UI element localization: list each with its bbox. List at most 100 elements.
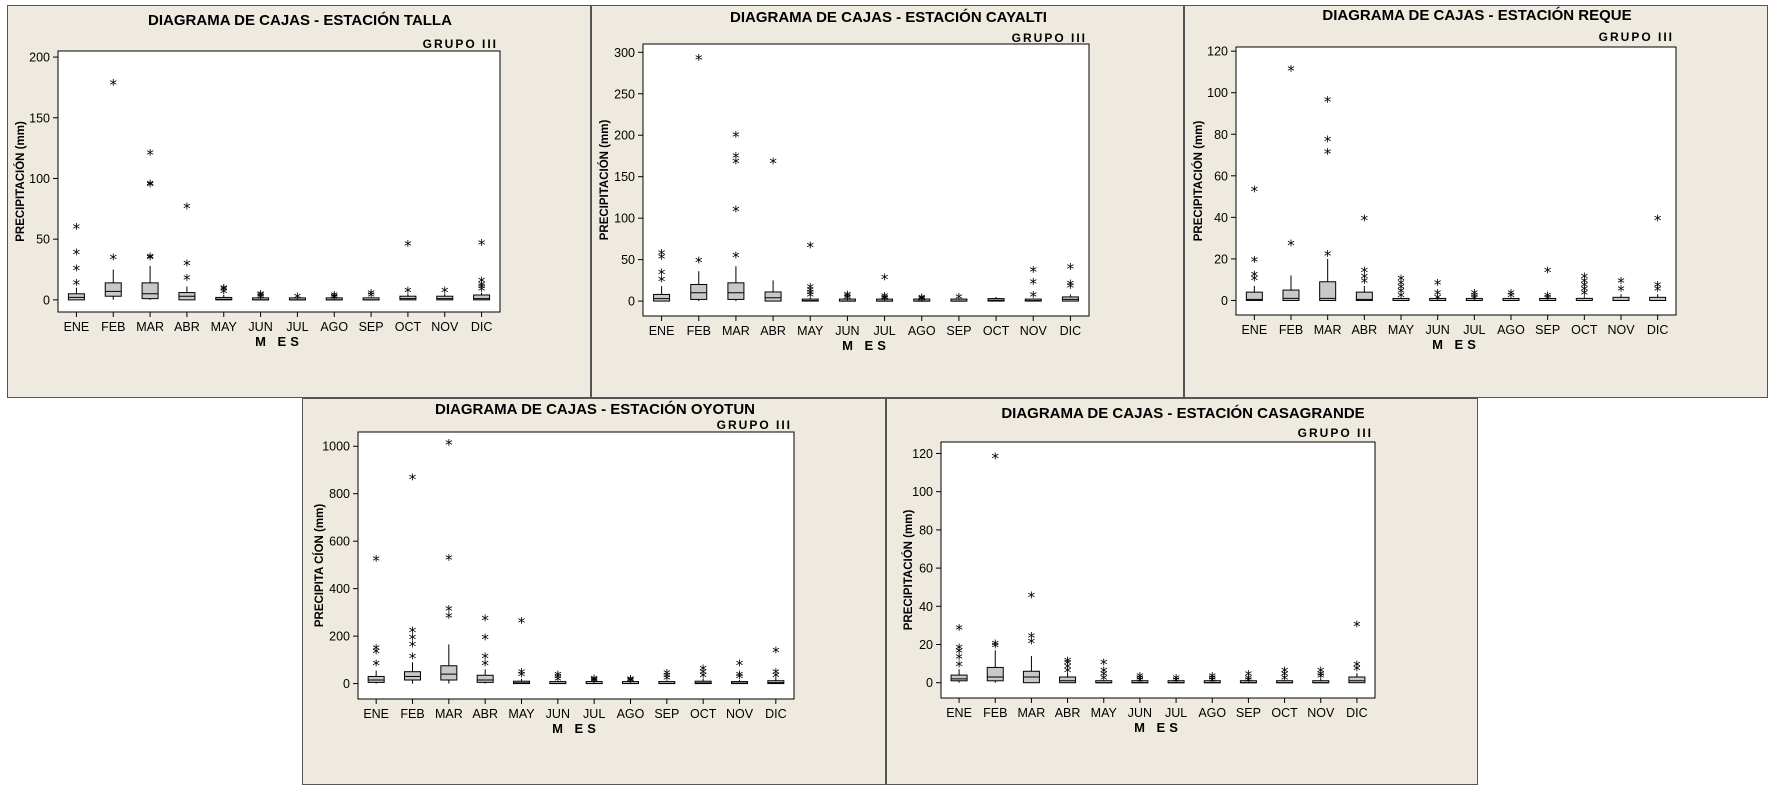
x-tick-label: NOV — [1607, 323, 1635, 337]
outlier-point: * — [1067, 260, 1075, 278]
outlier-point: * — [1100, 656, 1108, 674]
boxplot-panel-cayalti: DIAGRAMA DE CAJAS - ESTACIÓN CAYALTI GRUP… — [591, 5, 1184, 398]
outlier-point: * — [445, 436, 453, 454]
box — [728, 283, 744, 300]
outlier-point: * — [807, 238, 815, 256]
y-tick-label: 1000 — [322, 440, 350, 454]
x-tick-label: MAY — [1388, 323, 1415, 337]
outlier-point: * — [732, 248, 740, 266]
outlier-point: * — [732, 149, 740, 167]
y-tick-label: 250 — [614, 87, 635, 101]
y-tick-label: 200 — [329, 630, 350, 644]
y-axis-label: PRECIPITA CÍON (mm) — [313, 504, 326, 627]
outlier-point: * — [445, 551, 453, 569]
x-tick-label: MAR — [1314, 323, 1342, 337]
y-tick-label: 40 — [1214, 211, 1228, 225]
y-tick-label: 150 — [29, 111, 50, 125]
box — [987, 667, 1003, 680]
x-tick-label: JUL — [583, 707, 605, 721]
outlier-point: * — [732, 203, 740, 221]
x-tick-label: ABR — [1351, 323, 1377, 337]
outlier-point: * — [1397, 272, 1405, 290]
outlier-point: * — [1317, 663, 1325, 681]
outlier-point: * — [409, 470, 417, 488]
outlier-point: * — [1324, 93, 1332, 111]
x-tick-label: DIC — [765, 707, 787, 721]
x-tick-label: DIC — [1346, 706, 1368, 720]
outlier-point: * — [554, 667, 562, 685]
y-tick-label: 200 — [29, 51, 50, 65]
y-tick-label: 60 — [1214, 169, 1228, 183]
x-tick-label: MAY — [1091, 706, 1118, 720]
x-axis-label: M ES — [1432, 337, 1480, 352]
outlier-point: * — [367, 286, 375, 304]
boxplot-chart-talla: DIAGRAMA DE CAJAS - ESTACIÓN TALLAGRUPO … — [8, 6, 592, 399]
x-tick-label: MAR — [1018, 706, 1046, 720]
outlier-point: * — [918, 291, 926, 309]
outlier-point: * — [695, 253, 703, 271]
x-tick-label: MAY — [508, 707, 535, 721]
outlier-point: * — [1361, 263, 1369, 281]
outlier-point: * — [1281, 663, 1289, 681]
y-tick-label: 800 — [329, 487, 350, 501]
outlier-point: * — [881, 271, 889, 289]
outlier-point: * — [478, 236, 486, 254]
outlier-point: * — [481, 630, 489, 648]
x-tick-label: JUN — [1128, 706, 1152, 720]
outlier-point: * — [445, 602, 453, 620]
y-tick-label: 120 — [912, 447, 933, 461]
plot-area — [1236, 47, 1676, 315]
x-tick-label: JUN — [546, 707, 570, 721]
y-tick-label: 50 — [621, 253, 635, 267]
x-tick-label: JUN — [835, 324, 859, 338]
y-axis-label: PRECIPITACIÓN (mm) — [902, 510, 915, 631]
chart-title: DIAGRAMA DE CAJAS - ESTACIÓN CAYALTI — [730, 8, 1047, 26]
y-tick-label: 50 — [36, 233, 50, 247]
x-tick-label: MAR — [136, 320, 164, 334]
x-tick-label: AGO — [320, 320, 348, 334]
x-tick-label: SEP — [946, 324, 971, 338]
box — [68, 294, 84, 300]
outlier-point: * — [478, 274, 486, 292]
chart-title: DIAGRAMA DE CAJAS - ESTACIÓN CASAGRANDE — [1001, 404, 1364, 422]
outlier-point: * — [699, 661, 707, 679]
outlier-point: * — [955, 621, 963, 639]
y-tick-label: 0 — [1221, 294, 1228, 308]
x-tick-label: MAY — [211, 320, 238, 334]
box — [951, 675, 967, 681]
outlier-point: * — [1172, 671, 1180, 689]
y-tick-label: 0 — [926, 676, 933, 690]
outlier-point: * — [590, 671, 598, 689]
outlier-point: * — [146, 177, 154, 195]
x-tick-label: OCT — [1271, 706, 1298, 720]
y-tick-label: 400 — [329, 582, 350, 596]
x-tick-label: OCT — [983, 324, 1010, 338]
outlier-point: * — [1654, 211, 1662, 229]
outlier-point: * — [1209, 669, 1217, 687]
x-tick-label: DIC — [1647, 323, 1669, 337]
outlier-point: * — [73, 220, 81, 238]
x-tick-label: FEB — [400, 707, 424, 721]
x-axis-label: M ES — [842, 338, 890, 353]
boxplot-panel-casagrande: DIAGRAMA DE CAJAS - ESTACIÓN CASAGRANDE G… — [886, 398, 1478, 785]
boxplot-chart-cayalti: DIAGRAMA DE CAJAS - ESTACIÓN CAYALTI GRUP… — [592, 6, 1185, 399]
x-tick-label: JUL — [1463, 323, 1485, 337]
y-axis-label: PRECIPITACIÓN (mm) — [1192, 121, 1205, 242]
outlier-point: * — [409, 623, 417, 641]
x-tick-label: JUL — [873, 324, 895, 338]
group-label: GRUPO III — [1012, 31, 1087, 45]
outlier-point: * — [1544, 263, 1552, 281]
outlier-point: * — [658, 266, 666, 284]
x-tick-label: ENE — [363, 707, 389, 721]
box — [368, 676, 384, 682]
x-tick-label: ABR — [1055, 706, 1081, 720]
outlier-point: * — [1361, 211, 1369, 229]
x-tick-label: SEP — [359, 320, 384, 334]
y-tick-label: 600 — [329, 535, 350, 549]
outlier-point: * — [1251, 253, 1259, 271]
x-tick-label: ENE — [1241, 323, 1267, 337]
group-label: GRUPO III — [717, 418, 792, 432]
box — [765, 292, 781, 301]
x-tick-label: NOV — [1307, 706, 1335, 720]
outlier-point: * — [110, 76, 118, 94]
